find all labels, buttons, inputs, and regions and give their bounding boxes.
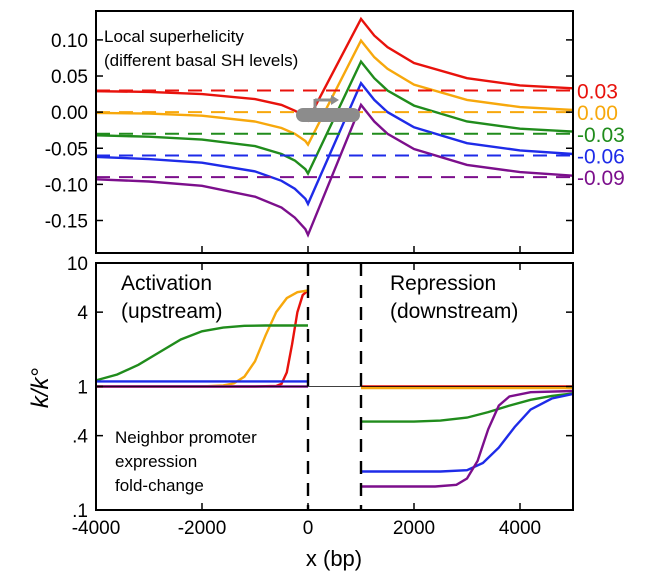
bottom-xtick-label: 2000	[393, 518, 435, 539]
neighbor-label-line2: expression	[115, 452, 197, 471]
bottom-ytick-label: 4	[77, 303, 88, 324]
foldchange-downstream-line-3	[361, 392, 574, 473]
top-annotation-line2: (different basal SH levels)	[104, 51, 298, 70]
decorations	[96, 263, 573, 510]
top-y-ticks: 0.10 0.05 0.00 -0.05 -0.10 -0.15	[45, 31, 573, 253]
superhelicity-line-1	[95, 38, 574, 147]
top-ytick-label: 0.05	[51, 67, 88, 88]
top-panel-lines	[95, 16, 574, 238]
top-ytick-label: -0.15	[45, 211, 88, 232]
activation-label: Activation	[121, 272, 212, 295]
bottom-xtick-label: -2000	[178, 518, 227, 539]
bottom-ytick-label: .4	[72, 427, 88, 448]
basal-label-3: -0.06	[577, 145, 625, 168]
superhelicity-line-4	[95, 102, 574, 238]
superhelicity-line-2	[95, 59, 574, 177]
gene-promoter-icon	[296, 95, 360, 122]
basal-label-1: 0.00	[577, 102, 618, 125]
y-axis-label: k/k°	[27, 367, 54, 408]
top-panel-frame	[95, 10, 574, 254]
foldchange-upstream-line-2	[95, 324, 308, 382]
top-ytick-label: -0.05	[45, 139, 88, 160]
basal-label-2: -0.03	[577, 124, 625, 147]
foldchange-downstream-line-2	[361, 392, 574, 423]
superhelicity-line-3	[95, 80, 574, 207]
top-ytick-label: 0.00	[51, 103, 88, 124]
top-annotation-line1: Local superhelicity	[104, 27, 244, 46]
top-ytick-label: 0.10	[51, 31, 88, 52]
basal-label-0: 0.03	[577, 80, 618, 103]
x-axis-label: x (bp)	[306, 546, 362, 571]
repression-sublabel: (downstream)	[390, 300, 518, 323]
bottom-xtick-label: 0	[303, 518, 314, 539]
bottom-ticks: 10 4 1 .4 .1-4000 -2000 0 2000 4000	[67, 254, 573, 539]
bottom-ytick-label: 10	[67, 254, 88, 275]
top-ytick-label: -0.10	[45, 175, 88, 196]
repression-label: Repression	[390, 272, 496, 295]
bottom-xtick-label: -4000	[72, 518, 121, 539]
basal-label-4: -0.09	[577, 167, 625, 190]
activation-sublabel: (upstream)	[121, 300, 223, 323]
bottom-ytick-label: .1	[72, 501, 88, 522]
bottom-ytick-label: 1	[77, 378, 88, 399]
neighbor-label-line3: fold-change	[115, 476, 204, 495]
bottom-xtick-label: 4000	[499, 518, 541, 539]
basal-level-labels: 0.030.00-0.03-0.06-0.09	[577, 80, 625, 190]
foldchange-downstream-line-4	[361, 389, 574, 488]
neighbor-label-line1: Neighbor promoter	[115, 428, 257, 447]
